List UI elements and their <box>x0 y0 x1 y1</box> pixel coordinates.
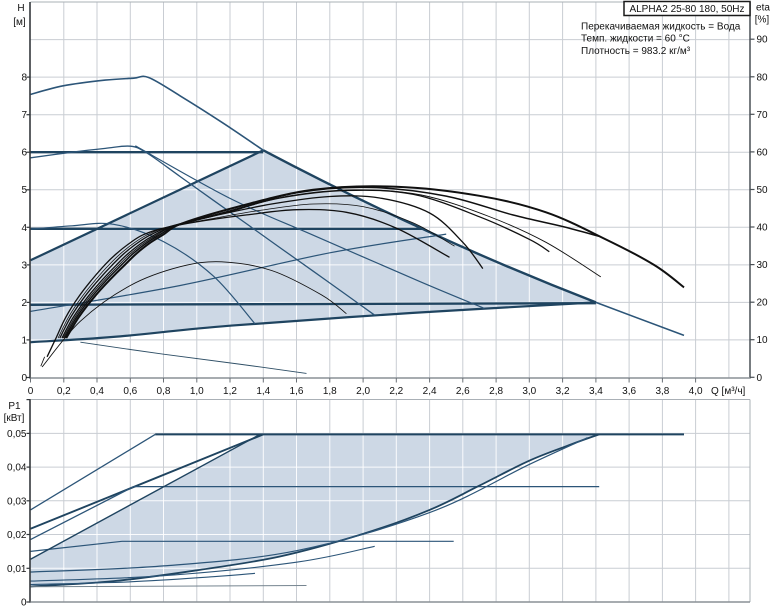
svg-text:3: 3 <box>21 260 27 271</box>
svg-text:0,02: 0,02 <box>7 530 27 541</box>
svg-text:2: 2 <box>21 298 27 309</box>
svg-text:4: 4 <box>21 223 27 234</box>
svg-text:3,6: 3,6 <box>622 386 636 397</box>
svg-text:Плотность = 983.2 кг/м³: Плотность = 983.2 кг/м³ <box>581 46 691 57</box>
svg-text:3,8: 3,8 <box>655 386 669 397</box>
svg-text:20: 20 <box>757 298 769 309</box>
svg-text:Перекачиваемая жидкость = Вода: Перекачиваемая жидкость = Вода <box>581 22 741 33</box>
svg-text:Q [м³/ч]: Q [м³/ч] <box>711 386 746 397</box>
svg-text:1,8: 1,8 <box>323 386 337 397</box>
svg-text:3,0: 3,0 <box>522 386 536 397</box>
svg-text:[%]: [%] <box>755 15 770 26</box>
svg-text:1,2: 1,2 <box>223 386 237 397</box>
svg-text:0,2: 0,2 <box>57 386 71 397</box>
svg-text:10: 10 <box>757 335 769 346</box>
svg-text:Темп. жидкости = 60 °C: Темп. жидкости = 60 °C <box>581 34 690 45</box>
svg-text:2,0: 2,0 <box>356 386 370 397</box>
svg-text:0,4: 0,4 <box>90 386 104 397</box>
svg-text:50: 50 <box>757 185 769 196</box>
svg-text:2,2: 2,2 <box>389 386 403 397</box>
svg-text:30: 30 <box>757 260 769 271</box>
svg-text:0,05: 0,05 <box>7 429 27 440</box>
svg-text:90: 90 <box>757 35 769 46</box>
svg-text:0,8: 0,8 <box>157 386 171 397</box>
svg-text:5: 5 <box>21 185 27 196</box>
svg-text:3,4: 3,4 <box>589 386 603 397</box>
svg-text:0: 0 <box>757 373 763 384</box>
svg-text:1,6: 1,6 <box>290 386 304 397</box>
svg-text:80: 80 <box>757 72 769 83</box>
svg-text:7: 7 <box>21 110 27 121</box>
svg-text:0: 0 <box>28 386 34 397</box>
svg-text:1,0: 1,0 <box>190 386 204 397</box>
svg-text:0,01: 0,01 <box>7 564 27 575</box>
svg-text:[м]: [м] <box>13 17 26 28</box>
svg-text:2,6: 2,6 <box>456 386 470 397</box>
svg-text:4,0: 4,0 <box>689 386 703 397</box>
svg-text:1: 1 <box>21 335 27 346</box>
svg-text:0: 0 <box>21 373 27 384</box>
svg-text:0,04: 0,04 <box>7 463 27 474</box>
svg-text:[кВт]: [кВт] <box>4 413 25 424</box>
svg-text:8: 8 <box>21 73 27 84</box>
svg-text:eta: eta <box>756 3 770 14</box>
svg-text:2,4: 2,4 <box>423 386 437 397</box>
svg-text:6: 6 <box>21 148 27 159</box>
svg-text:0,03: 0,03 <box>7 496 27 507</box>
svg-text:0,6: 0,6 <box>123 386 137 397</box>
svg-text:60: 60 <box>757 147 769 158</box>
svg-text:70: 70 <box>757 110 769 121</box>
svg-text:1,4: 1,4 <box>256 386 270 397</box>
svg-text:P1: P1 <box>8 401 21 412</box>
svg-text:ALPHA2 25-80 180, 50Hz: ALPHA2 25-80 180, 50Hz <box>629 4 744 15</box>
svg-text:0: 0 <box>21 598 27 609</box>
svg-text:2,8: 2,8 <box>489 386 503 397</box>
svg-text:40: 40 <box>757 223 769 234</box>
svg-text:H: H <box>17 3 24 14</box>
svg-text:3,2: 3,2 <box>556 386 570 397</box>
